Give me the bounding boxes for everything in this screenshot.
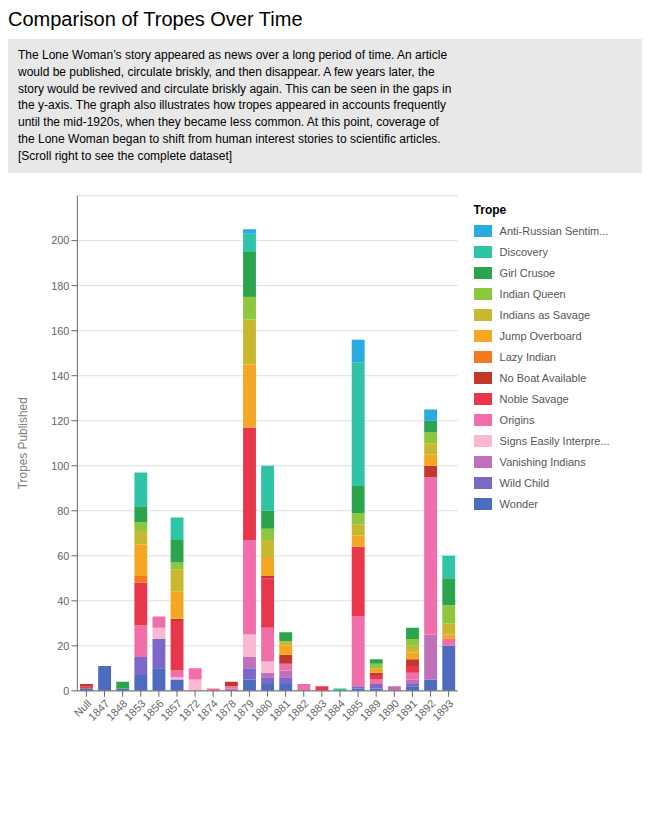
svg-text:1882: 1882: [285, 696, 311, 723]
svg-text:180: 180: [51, 279, 69, 291]
svg-text:Tropes Published: Tropes Published: [16, 397, 30, 489]
html-text:Lazy Indian: Lazy Indian: [499, 350, 556, 363]
html-text:Trope: Trope: [473, 202, 507, 217]
html-text:Jump Overboard: Jump Overboard: [499, 329, 582, 342]
html-text:Vanishing Indians: Vanishing Indians: [499, 455, 586, 468]
svg-text:1847: 1847: [85, 696, 112, 723]
html-text:Signs Easily Interpre...: Signs Easily Interpre...: [499, 434, 610, 447]
html-text:Origins: Origins: [499, 413, 535, 426]
svg-text:1891: 1891: [393, 696, 420, 723]
svg-text:1879: 1879: [230, 696, 257, 723]
svg-text:1881: 1881: [266, 696, 293, 723]
svg-text:160: 160: [51, 324, 69, 336]
html-text:Comparison of Tropes Over Time: Comparison of Tropes Over Time: [8, 8, 303, 30]
svg-text:1883: 1883: [303, 696, 329, 723]
html-text:Discovery: Discovery: [499, 245, 548, 258]
svg-text:1885: 1885: [339, 696, 365, 723]
html-text:Anti-Russian Sentim...: Anti-Russian Sentim...: [499, 224, 609, 237]
svg-text:1889: 1889: [357, 696, 384, 723]
svg-text:1890: 1890: [375, 696, 402, 723]
svg-text:1874: 1874: [194, 696, 221, 723]
svg-text:140: 140: [51, 369, 69, 381]
html-text:Wonder: Wonder: [499, 497, 538, 510]
svg-text:1893: 1893: [430, 697, 456, 723]
svg-text:0: 0: [63, 684, 69, 696]
svg-text:100: 100: [51, 459, 69, 471]
html-text:Noble Savage: Noble Savage: [499, 392, 569, 405]
svg-text:1857: 1857: [158, 696, 184, 723]
svg-text:1853: 1853: [122, 696, 148, 723]
svg-text:1884: 1884: [321, 696, 347, 723]
svg-text:1878: 1878: [212, 696, 239, 723]
svg-text:1848: 1848: [103, 696, 130, 723]
svg-text:120: 120: [51, 414, 69, 426]
svg-text:60: 60: [57, 549, 69, 561]
html-text:Indians as Savage: Indians as Savage: [499, 308, 591, 321]
svg-text:20: 20: [57, 639, 69, 651]
svg-text:1872: 1872: [176, 696, 202, 723]
svg-text:Null: Null: [71, 696, 94, 719]
svg-text:1892: 1892: [411, 696, 438, 723]
svg-text:1856: 1856: [140, 696, 166, 723]
html-text:No Boat Available: No Boat Available: [499, 371, 587, 384]
html-text:The Lone Woman’s story appeare: The Lone Woman’s story appeared as news …: [18, 48, 452, 163]
svg-text:1880: 1880: [248, 696, 275, 723]
html-text:Girl Crusoe: Girl Crusoe: [499, 266, 556, 279]
svg-text:200: 200: [51, 234, 69, 246]
html-text:Indian Queen: Indian Queen: [499, 287, 566, 300]
html-text:Wild Child: Wild Child: [499, 476, 550, 489]
svg-text:80: 80: [57, 504, 69, 516]
svg-text:40: 40: [57, 594, 69, 606]
